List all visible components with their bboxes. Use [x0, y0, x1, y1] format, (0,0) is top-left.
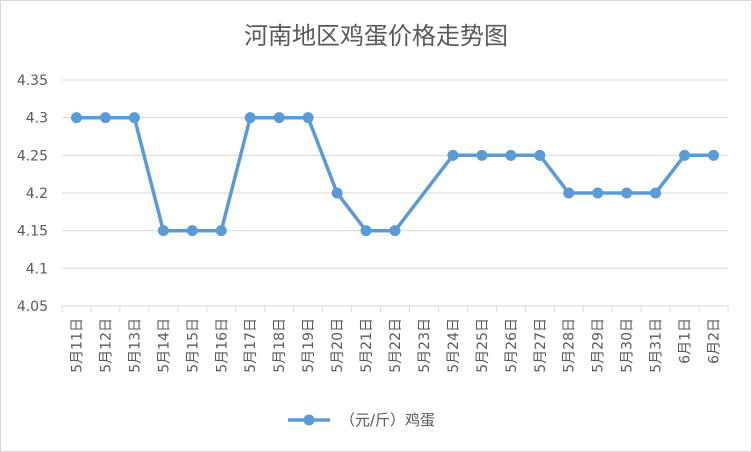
x-tick-label: 5月29日 — [591, 318, 607, 373]
x-tick-label: 5月25日 — [475, 318, 491, 373]
data-point — [389, 225, 401, 237]
data-point — [534, 149, 546, 161]
x-tick-label: 6月1日 — [678, 318, 694, 364]
x-tick-label: 5月14日 — [156, 318, 172, 373]
data-point — [447, 149, 459, 161]
legend: （元/斤）鸡蛋 — [288, 411, 435, 429]
chart-title: 河南地区鸡蛋价格走势图 — [244, 22, 508, 50]
data-point — [302, 112, 314, 124]
data-point — [592, 187, 604, 199]
x-tick-label: 5月15日 — [185, 318, 201, 373]
data-point — [244, 112, 256, 124]
y-tick-label: 4.05 — [17, 299, 48, 315]
x-tick-label: 5月22日 — [388, 318, 404, 373]
data-point — [70, 112, 82, 124]
legend-label: （元/斤）鸡蛋 — [340, 411, 435, 429]
x-tick-label: 5月30日 — [620, 318, 636, 373]
data-point — [360, 225, 372, 237]
x-tick-label: 5月16日 — [214, 318, 230, 373]
x-axis-ticks: 5月11日 5月12日 5月13日 5月14日 5月15日 5月16日 5月17日 5月18日… — [69, 318, 722, 373]
series-line — [76, 115, 714, 233]
y-tick-label: 4.2 — [26, 186, 48, 202]
x-tick-label: 5月12日 — [98, 318, 114, 373]
y-tick-label: 4.15 — [17, 224, 48, 240]
x-tick-label: 5月19日 — [301, 318, 317, 373]
series-layer — [70, 112, 720, 237]
data-point — [273, 112, 285, 124]
data-point — [99, 112, 111, 124]
x-tick-label: 5月23日 — [417, 318, 433, 373]
data-point — [128, 112, 140, 124]
data-point — [679, 149, 691, 161]
data-point — [563, 187, 575, 199]
x-tick-label: 5月11日 — [69, 318, 85, 373]
y-tick-label: 4.3 — [26, 111, 48, 127]
data-point — [708, 149, 720, 161]
gridlines — [61, 79, 729, 312]
x-tick-label: 5月31日 — [649, 318, 665, 373]
y-tick-label: 4.25 — [17, 148, 48, 164]
data-point — [331, 187, 343, 199]
x-tick-label: 5月24日 — [446, 318, 462, 373]
data-point — [476, 149, 488, 161]
x-tick-label: 5月20日 — [330, 318, 346, 373]
x-tick-label: 5月26日 — [504, 318, 520, 373]
x-tick-label: 5月28日 — [562, 318, 578, 373]
y-tick-label: 4.35 — [17, 73, 48, 89]
x-tick-label: 5月21日 — [359, 318, 375, 373]
data-point — [215, 225, 227, 237]
x-tick-label: 6月2日 — [707, 318, 723, 364]
x-tick-label: 5月17日 — [243, 318, 259, 373]
data-point — [186, 225, 198, 237]
x-tick-label: 5月18日 — [272, 318, 288, 373]
x-tick-label: 5月27日 — [533, 318, 549, 373]
data-point — [505, 149, 517, 161]
data-point — [650, 187, 662, 199]
y-axis-ticks: 4.05 4.1 4.15 4.2 4.25 4.3 4.35 — [17, 73, 48, 315]
data-point — [157, 225, 169, 237]
y-tick-label: 4.1 — [26, 261, 48, 277]
x-tick-label: 5月13日 — [127, 318, 143, 373]
legend-point-marker — [303, 414, 315, 426]
data-point — [621, 187, 633, 199]
